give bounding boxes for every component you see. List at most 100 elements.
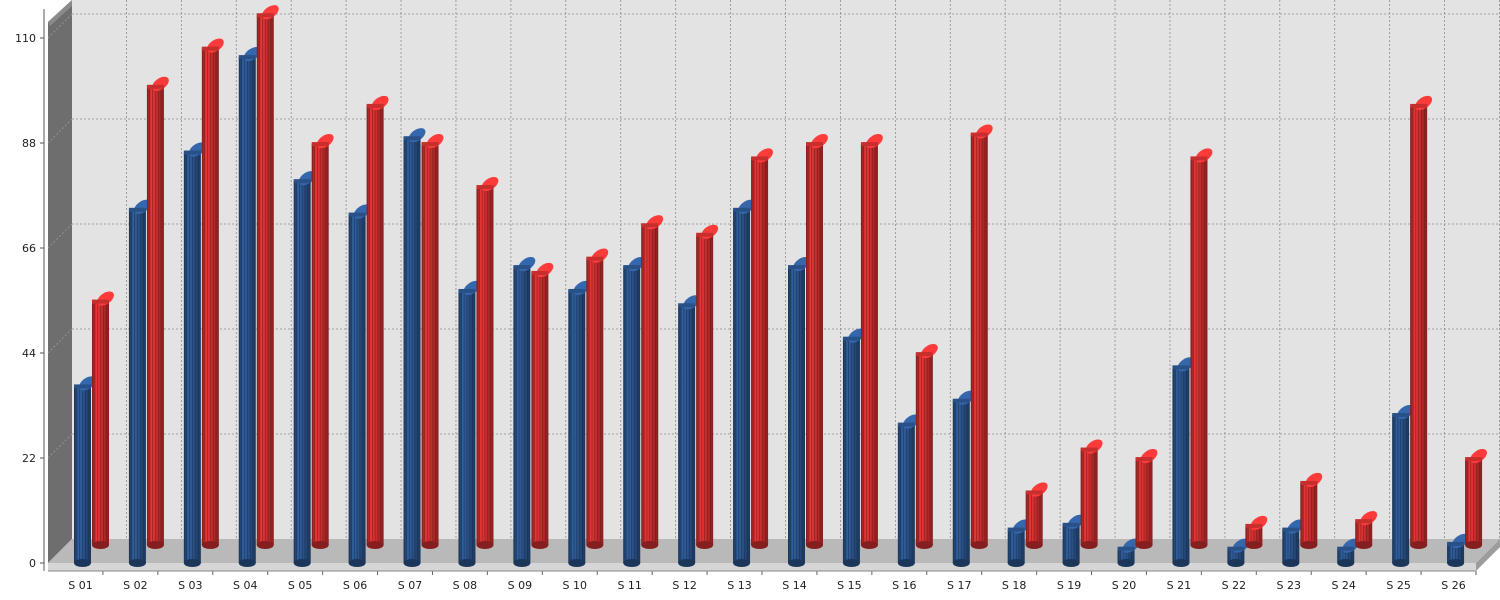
x-tick-label: S 24 — [1331, 579, 1355, 592]
bar-top-edge — [696, 232, 714, 237]
bar-blue — [678, 295, 701, 567]
bar-red — [1300, 472, 1323, 549]
bar-top-edge — [678, 303, 696, 308]
bar-base — [915, 541, 933, 549]
bar-red — [860, 134, 883, 549]
x-tick-label: S 25 — [1386, 579, 1410, 592]
bar-blue — [183, 142, 206, 567]
x-tick-label: S 18 — [1002, 579, 1026, 592]
bar-blue — [568, 280, 591, 567]
bar-top-edge — [970, 132, 988, 137]
x-tick-label: S 04 — [233, 579, 257, 592]
bar-base — [678, 559, 696, 567]
bar-top-edge — [623, 265, 641, 270]
bar-base — [1135, 541, 1153, 549]
bar-top-edge — [586, 256, 604, 261]
bar-blue — [1447, 533, 1469, 567]
bar-base — [733, 559, 751, 567]
bar-top-edge — [311, 142, 329, 147]
x-tick-label: S 26 — [1441, 579, 1465, 592]
bar-top-edge — [1447, 541, 1465, 546]
bar-top-edge — [1080, 447, 1098, 452]
bar-blue — [842, 328, 865, 567]
bar-blue — [1227, 538, 1250, 567]
x-tick-label: S 09 — [508, 579, 532, 592]
bar-red — [1465, 449, 1487, 549]
y-axis: 0 22 44 66 88 110 — [15, 9, 45, 571]
bar-base — [348, 559, 366, 567]
bar-top-edge — [1282, 527, 1300, 532]
bar-top-edge — [403, 136, 421, 141]
bar-blue — [733, 199, 755, 567]
grid-lines — [47, 0, 1500, 539]
bar-red — [751, 148, 773, 549]
bar-top-edge — [1392, 413, 1410, 418]
bar-base — [860, 541, 878, 549]
bar-base — [788, 559, 805, 567]
bar-base — [897, 559, 915, 567]
y-tick-label: 0 — [29, 557, 36, 570]
bar-base — [623, 559, 641, 567]
bar-blue — [513, 257, 536, 567]
bar-base — [1117, 559, 1135, 567]
bar-base — [1062, 559, 1080, 567]
bar-top-edge — [842, 336, 860, 341]
bar-base — [128, 559, 146, 567]
bar-top-edge — [751, 156, 769, 161]
x-tick-label: S 16 — [892, 579, 916, 592]
bar-red — [366, 95, 389, 549]
bar-red — [1135, 449, 1158, 549]
bar-top-edge — [293, 179, 311, 184]
bar-top-edge — [458, 288, 476, 293]
x-tick-label: S 07 — [398, 579, 422, 592]
bar-top-edge — [1300, 480, 1318, 485]
grid-line-side — [47, 13, 73, 39]
bar-top-edge — [897, 422, 915, 427]
bar-top-edge — [915, 352, 933, 357]
bar-top-edge — [531, 270, 549, 275]
bar-top-edge — [788, 265, 805, 270]
bar-base — [568, 559, 586, 567]
bar-base — [586, 541, 604, 549]
bar-top-edge — [568, 288, 586, 293]
bar-top-edge — [1007, 527, 1025, 532]
bar-red — [531, 262, 554, 549]
bar-red — [256, 5, 279, 549]
bar-top-edge — [952, 398, 970, 403]
bar-blue — [1172, 357, 1195, 567]
bar-red — [806, 134, 828, 549]
bar-blue — [1117, 538, 1140, 567]
bar-red — [476, 176, 499, 549]
bar-top-edge — [1227, 546, 1245, 551]
bar-base — [513, 559, 531, 567]
x-tick-label: S 02 — [123, 579, 147, 592]
bar-blue — [458, 280, 481, 567]
y-tick-label: 44 — [22, 347, 36, 360]
bar-base — [1447, 559, 1465, 567]
bar-blue — [238, 47, 261, 567]
bar-blue — [1062, 514, 1085, 567]
bars — [74, 5, 1487, 567]
bar-base — [403, 559, 421, 567]
bar-red — [311, 134, 334, 549]
bar-red — [1410, 95, 1433, 549]
bar-top-edge — [238, 55, 256, 60]
bar-blue — [403, 128, 426, 567]
bar-base — [1227, 559, 1245, 567]
floor-front — [48, 563, 1476, 571]
bar-base — [641, 541, 659, 549]
x-tick-label: S 08 — [453, 579, 477, 592]
y-tick-label: 88 — [22, 137, 36, 150]
bar-top-edge — [1172, 365, 1190, 370]
x-axis: S 01 S 02 S 03 S 04 S 05 S 06 S 07 S 08 S 09 S 10… — [48, 570, 1477, 592]
bar-top-edge — [201, 46, 219, 51]
bar-base — [183, 559, 201, 567]
bar-blue — [623, 257, 646, 567]
bar-top-edge — [348, 212, 366, 217]
bar-base — [256, 541, 274, 549]
bar-base — [1282, 559, 1300, 567]
x-tick-label: S 03 — [178, 579, 202, 592]
bar-red — [1025, 482, 1048, 549]
bar-blue — [788, 257, 810, 567]
bar-base — [293, 559, 311, 567]
